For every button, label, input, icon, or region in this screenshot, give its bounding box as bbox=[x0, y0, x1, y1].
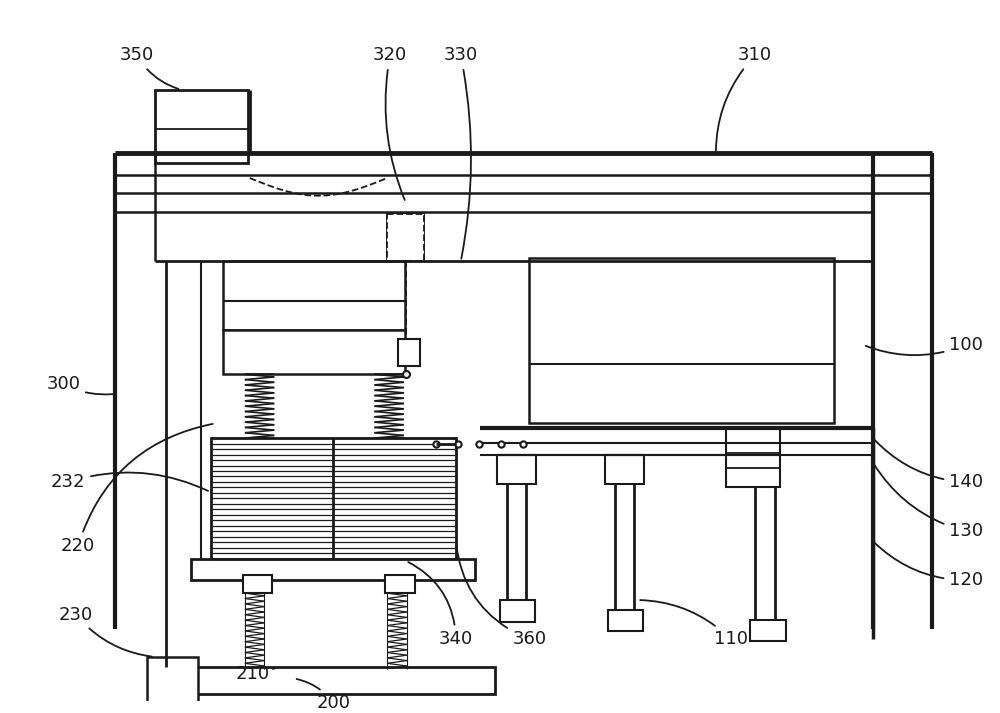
Bar bbox=[608, 610, 643, 632]
Text: 100: 100 bbox=[866, 336, 983, 355]
Text: 340: 340 bbox=[408, 562, 473, 648]
Text: 360: 360 bbox=[456, 544, 547, 648]
Text: 350: 350 bbox=[120, 46, 178, 89]
Bar bbox=[147, 657, 198, 702]
Text: 310: 310 bbox=[716, 46, 772, 150]
Bar bbox=[398, 339, 420, 366]
Bar bbox=[750, 620, 786, 641]
Bar bbox=[166, 667, 495, 694]
Bar bbox=[497, 455, 536, 484]
Text: 232: 232 bbox=[51, 473, 208, 491]
Text: 140: 140 bbox=[875, 440, 983, 491]
Bar bbox=[223, 262, 405, 330]
Bar bbox=[726, 429, 780, 487]
Text: 120: 120 bbox=[875, 543, 983, 590]
Bar bbox=[211, 438, 456, 559]
Bar bbox=[605, 455, 644, 484]
Text: 130: 130 bbox=[874, 465, 983, 540]
Bar bbox=[385, 575, 415, 593]
Text: 210: 210 bbox=[236, 665, 274, 682]
Text: 300: 300 bbox=[46, 375, 113, 394]
Text: 230: 230 bbox=[59, 606, 152, 657]
Text: 330: 330 bbox=[444, 46, 478, 259]
Bar bbox=[529, 259, 834, 424]
Text: 110: 110 bbox=[640, 600, 748, 648]
Bar bbox=[387, 215, 424, 262]
Bar bbox=[191, 559, 475, 580]
Bar bbox=[243, 575, 272, 593]
Text: 220: 220 bbox=[61, 424, 213, 555]
Bar bbox=[500, 600, 535, 622]
Bar bbox=[223, 330, 405, 374]
Text: 320: 320 bbox=[373, 46, 407, 200]
Text: 200: 200 bbox=[297, 679, 350, 712]
Bar bbox=[387, 215, 424, 262]
Bar bbox=[155, 90, 248, 163]
